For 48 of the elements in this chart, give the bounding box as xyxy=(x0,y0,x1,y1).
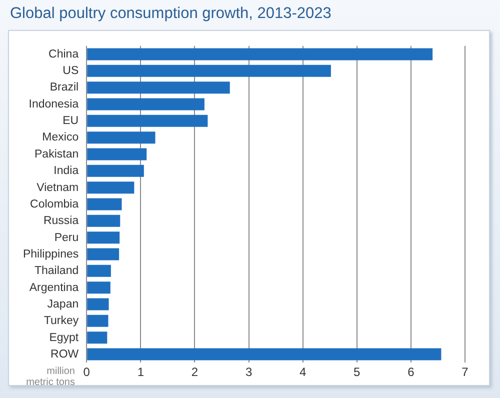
y-tick-label: Turkey xyxy=(44,315,79,328)
y-tick-label: Argentina xyxy=(29,282,80,294)
chart-title: Global poultry consumption growth, 2013-2023 xyxy=(10,5,332,23)
bar xyxy=(87,282,110,294)
bar xyxy=(87,214,120,227)
bar xyxy=(87,182,134,194)
x-tick-label: 1 xyxy=(137,365,144,380)
y-tick-label: Indonesia xyxy=(28,98,80,110)
y-tick-label: Vietnam xyxy=(36,182,79,194)
y-tick-label: EU xyxy=(62,115,79,128)
y-tick-label: Peru xyxy=(54,232,79,244)
x-tick-label: 3 xyxy=(245,365,252,380)
y-tick-label: Thailand xyxy=(34,265,79,278)
x-axis-title: million metric tons xyxy=(25,366,75,388)
bar xyxy=(87,248,120,260)
x-tick-label: 4 xyxy=(299,365,306,380)
x-tick-label: 6 xyxy=(408,365,415,380)
bar xyxy=(87,132,156,144)
bar xyxy=(87,332,108,344)
bar xyxy=(87,232,120,244)
bar xyxy=(87,164,144,177)
bar xyxy=(87,114,208,127)
x-tick-label: 2 xyxy=(191,365,198,380)
y-tick-label: Philippines xyxy=(22,248,79,260)
y-tick-label: Mexico xyxy=(42,132,79,144)
bar xyxy=(87,48,433,60)
bar xyxy=(87,314,108,327)
bar xyxy=(87,98,204,110)
y-tick-label: Russia xyxy=(43,215,80,228)
bar xyxy=(87,82,230,94)
y-tick-label: Brazil xyxy=(50,82,79,94)
bar xyxy=(87,264,111,277)
x-tick-label: 7 xyxy=(462,365,469,380)
y-tick-label: Egypt xyxy=(49,332,80,344)
x-tick-label: 5 xyxy=(354,365,361,380)
y-tick-label: Japan xyxy=(47,298,79,310)
y-tick-label: US xyxy=(62,65,79,78)
y-tick-label: India xyxy=(54,165,80,178)
bar xyxy=(87,298,109,310)
y-tick-label: China xyxy=(48,48,80,60)
y-tick-label: Pakistan xyxy=(34,148,79,160)
y-tick-label: Colombia xyxy=(30,198,80,210)
bar xyxy=(87,148,147,160)
x-tick-label: 0 xyxy=(83,365,90,380)
y-tick-label: ROW xyxy=(50,348,79,360)
bar xyxy=(87,348,442,360)
bar xyxy=(87,198,122,210)
bar xyxy=(87,64,331,77)
